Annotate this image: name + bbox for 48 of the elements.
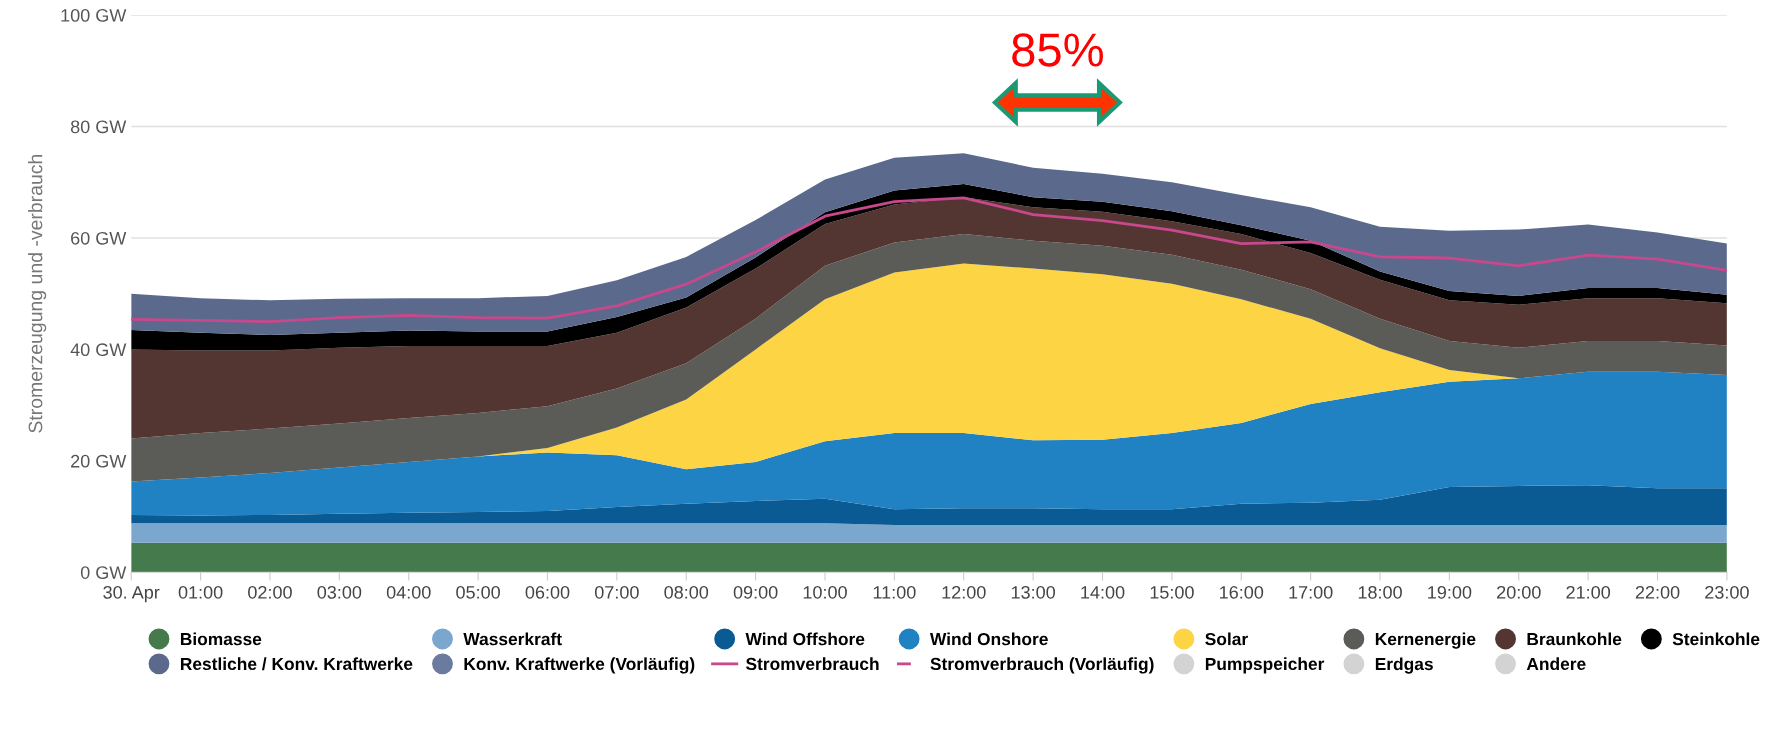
legend-label: Stromverbrauch (Vorläufig) xyxy=(930,657,1154,674)
x-tick-label: 06:00 xyxy=(525,585,570,599)
legend-label: Restliche / Konv. Kraftwerke xyxy=(180,657,413,671)
legend-label: Konv. Kraftwerke (Vorläufig) xyxy=(464,657,695,674)
x-tick-label: 30. Apr xyxy=(103,585,160,603)
x-tick-label: 23:00 xyxy=(1705,585,1749,599)
x-tick-label: 20:00 xyxy=(1497,585,1541,599)
legend-label: Wasserkraft xyxy=(463,632,562,646)
y-tick-label: 100 GW xyxy=(61,8,127,22)
legend-label: Wind Onshore xyxy=(929,632,1048,646)
x-tick-label: 12:00 xyxy=(942,585,986,599)
legend-label: Pumpspeicher xyxy=(1205,657,1325,674)
legend-label: Braunkohle xyxy=(1527,632,1622,646)
x-tick-label: 04:00 xyxy=(386,585,431,599)
y-tick-label: 40 GW xyxy=(70,343,127,357)
legend-label: Biomasse xyxy=(180,632,262,646)
x-tick-label: 01:00 xyxy=(178,585,223,599)
x-tick-label: 21:00 xyxy=(1566,585,1611,599)
x-tick-label: 09:00 xyxy=(733,585,778,599)
x-tick-label: 05:00 xyxy=(456,585,500,599)
legend-label: Steinkohle xyxy=(1672,632,1760,646)
legend-label: Solar xyxy=(1205,632,1248,646)
x-tick-label: 08:00 xyxy=(664,585,709,599)
x-tick-label: 18:00 xyxy=(1358,585,1402,599)
x-tick-label: 07:00 xyxy=(594,585,639,599)
legend-label: Kernenergie xyxy=(1375,632,1476,649)
legend-label: Stromverbrauch xyxy=(746,657,879,671)
x-tick-label: 10:00 xyxy=(803,585,847,599)
legend-label: Wind Offshore xyxy=(745,632,865,646)
line-series xyxy=(131,196,1727,323)
legend-label: Andere xyxy=(1526,657,1586,671)
y-axis-title: Stromerzeugung und -verbrauch xyxy=(28,154,47,433)
y-tick-label: 20 GW xyxy=(71,454,127,468)
x-tick-label: 03:00 xyxy=(317,585,362,599)
x-tick-label: 14:00 xyxy=(1081,585,1125,599)
x-tick-label: 11:00 xyxy=(873,585,916,599)
x-tick-label: 22:00 xyxy=(1635,585,1680,599)
x-tick-label: 19:00 xyxy=(1428,585,1472,599)
y-tick-label: 60 GW xyxy=(71,231,127,245)
x-tick-label: 15:00 xyxy=(1150,585,1194,599)
legend-label: Erdgas xyxy=(1375,657,1433,674)
y-tick-label: 0 GW xyxy=(80,566,127,579)
x-tick-label: 16:00 xyxy=(1220,585,1264,599)
x-tick-label: 17:00 xyxy=(1289,585,1333,599)
x-tick-label: 13:00 xyxy=(1011,585,1056,599)
x-tick-label: 02:00 xyxy=(248,585,292,599)
annotation: 85% xyxy=(1012,33,1103,67)
y-tick-label: 80 GW xyxy=(70,120,127,134)
